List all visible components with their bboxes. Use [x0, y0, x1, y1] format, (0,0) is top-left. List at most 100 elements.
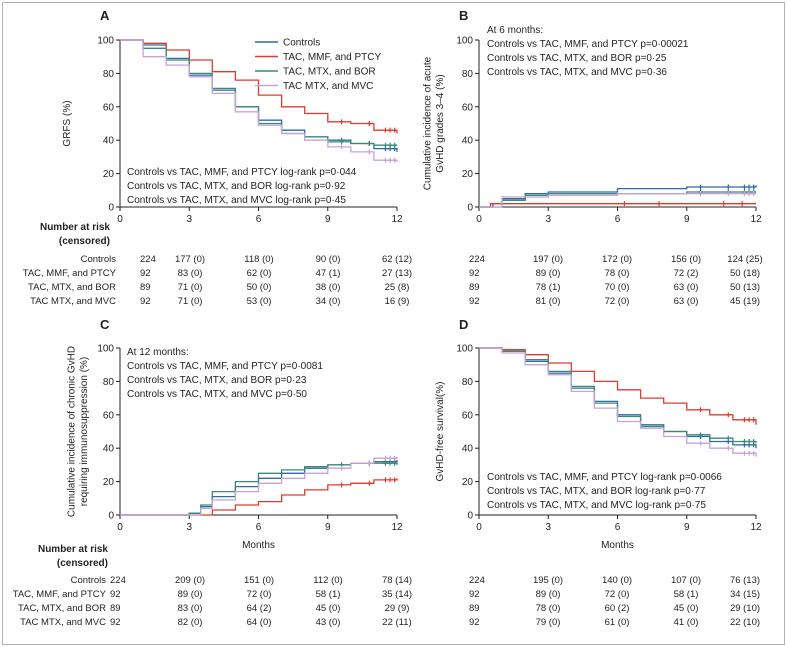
risk-cell: 78 (0): [536, 603, 561, 614]
risk-cell: 83 (0): [178, 268, 203, 279]
y-tick-label: 0: [467, 203, 473, 214]
y-tick-label: 100: [456, 344, 473, 355]
risk-cell: 224: [469, 254, 485, 265]
risk-cell: 79 (0): [536, 617, 561, 628]
censor-mark: [392, 455, 398, 461]
censor-mark: [339, 144, 345, 150]
y-tick-label: 100: [97, 344, 114, 355]
censor-mark: [621, 201, 627, 207]
risk-cell: 89: [469, 282, 480, 293]
censor-mark: [741, 439, 747, 445]
risk-table-b: 224 197 (0) 172 (0) 156 (0) 124 (25) 92 89 (0)…: [469, 254, 763, 307]
series-line-3: [120, 39, 398, 162]
censor-mark: [746, 191, 752, 197]
censor-mark: [698, 432, 704, 438]
censor-mark: [339, 482, 345, 488]
censor-mark: [382, 157, 388, 163]
risk-cell: 92: [140, 296, 151, 307]
risk-cell: 22 (10): [730, 617, 760, 628]
censor-mark: [698, 184, 704, 190]
legend-entry: TAC, MMF, and PTCY: [283, 52, 381, 63]
risk-cell: 71 (0): [178, 282, 203, 293]
censor-mark: [339, 465, 345, 471]
censor-mark: [725, 191, 731, 197]
risk-cell: 89: [140, 282, 151, 293]
censor-mark: [698, 191, 704, 197]
series-line-2: [479, 347, 757, 444]
panel-label: C: [100, 317, 110, 332]
x-tick-label: 3: [545, 214, 551, 225]
censor-mark: [746, 184, 752, 190]
risk-cell: 140 (0): [602, 575, 632, 586]
y-tick-label: 40: [462, 136, 474, 147]
panel-c: C 0 20 40 60 80 100 0 3 6 9 12 Months Cumulative inci…: [67, 317, 403, 551]
risk-cell: 64 (2): [247, 603, 272, 614]
annotation-text: Controls vs TAC, MTX, and BOR p=0·23: [127, 375, 307, 386]
censor-mark: [366, 480, 372, 486]
risk-cell: 172 (0): [602, 254, 632, 265]
risk-table-header: (censored): [59, 236, 110, 247]
x-tick-label: 0: [117, 214, 123, 225]
risk-cell: 50 (13): [730, 282, 760, 293]
panel-d: D 0 20 40 60 80 100 0 3 6 9 12 Months GvHD-free survi…: [435, 317, 762, 551]
risk-cell: 89: [110, 603, 121, 614]
risk-cell: 62 (0): [247, 268, 272, 279]
censor-mark: [751, 184, 757, 190]
x-tick-label: 0: [476, 214, 482, 225]
risk-cell: 35 (14): [382, 589, 412, 600]
series-line-0: [479, 347, 757, 449]
risk-row-label: TAC, MMF, and PTCY: [23, 268, 117, 279]
risk-cell: 62 (12): [382, 254, 412, 265]
risk-cell: 90 (0): [316, 254, 341, 265]
censor-mark: [746, 450, 752, 456]
y-tick-label: 60: [103, 102, 115, 113]
y-tick-label: 0: [108, 511, 114, 522]
censor-mark: [339, 119, 345, 125]
y-tick-label: 40: [103, 136, 115, 147]
risk-cell: 70 (0): [605, 282, 630, 293]
panel-label: D: [459, 317, 468, 332]
censor-mark: [366, 149, 372, 155]
risk-cell: 50 (0): [247, 282, 272, 293]
x-tick-label: 12: [391, 522, 403, 533]
x-tick-label: 12: [391, 214, 403, 225]
risk-cell: 25 (8): [385, 282, 410, 293]
annotation-text: Controls vs TAC, MTX, and MVC p=0·36: [487, 67, 667, 78]
censor-mark: [698, 407, 704, 413]
censor-mark: [382, 477, 388, 483]
series-line-3: [479, 347, 757, 457]
x-tick-label: 9: [325, 214, 331, 225]
x-axis-title: Months: [601, 540, 634, 551]
risk-cell: 76 (13): [730, 575, 760, 586]
series-line-3: [120, 456, 398, 516]
censor-mark: [725, 445, 731, 451]
risk-cell: 27 (13): [382, 268, 412, 279]
risk-cell: 92: [110, 589, 121, 600]
panel-b: B 0 20 40 60 80 100 0 3 6 9 12 Cumulative incidence …: [423, 8, 762, 225]
risk-cell: 16 (9): [385, 296, 410, 307]
x-tick-label: 9: [684, 522, 690, 533]
x-tick-label: 12: [750, 214, 762, 225]
x-axis-title: Months: [242, 540, 275, 551]
risk-table-header: Number at risk: [38, 544, 108, 555]
censor-mark: [725, 435, 731, 441]
censor-mark: [725, 412, 731, 418]
censor-mark: [741, 417, 747, 423]
censor-mark: [698, 440, 704, 446]
risk-cell: 92: [110, 617, 121, 628]
censor-mark: [392, 127, 398, 133]
censor-mark: [366, 121, 372, 126]
censor-mark: [366, 460, 372, 466]
panel-a: A 0 20 40 60 80 100 0 3 6 9 12 GRFS (%) Controls TAC, …: [62, 8, 403, 225]
risk-row-label: Controls: [71, 575, 107, 586]
risk-row-label: TAC, MTX, and BOR: [18, 603, 106, 614]
risk-cell: 50 (18): [730, 268, 760, 279]
risk-cell: 58 (1): [674, 589, 699, 600]
x-tick-label: 9: [684, 214, 690, 225]
annotation-header: At 6 months:: [487, 25, 543, 36]
legend-entry: TAC, MTX, and BOR: [283, 67, 376, 78]
risk-cell: 29 (10): [730, 603, 760, 614]
censor-mark: [387, 157, 393, 163]
